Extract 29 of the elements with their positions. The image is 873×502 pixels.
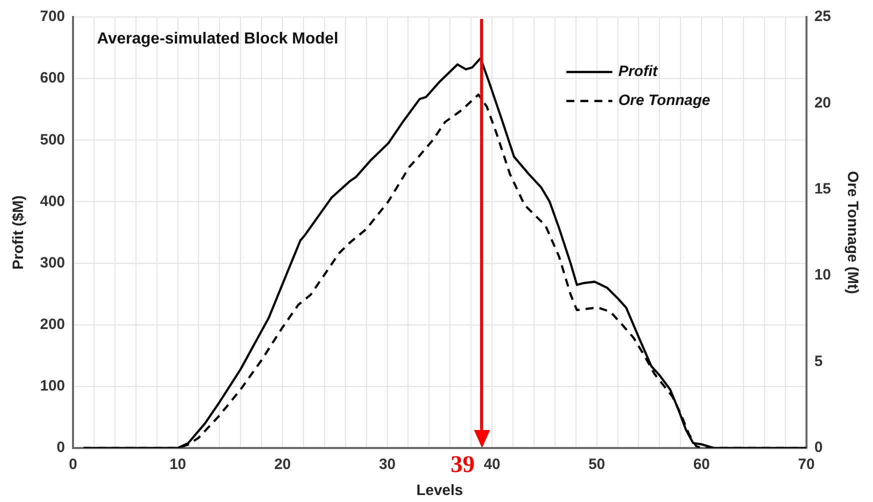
y2-tick-label: 15 (814, 180, 832, 198)
y-tick-label: 200 (40, 316, 66, 333)
text: Average-simulated Block Model (97, 30, 338, 48)
x-tick-label: 50 (588, 456, 606, 474)
y2-tick-label: 20 (814, 94, 832, 112)
y2-tick-label: 0 (814, 439, 823, 456)
y-tick-label: 400 (40, 192, 66, 210)
x-tick-label: 60 (693, 456, 710, 474)
y-tick-label: 600 (40, 70, 66, 87)
x-axis-title: Levels (416, 482, 464, 500)
x-tick-label: 20 (274, 456, 291, 474)
y2-tick-label: 10 (814, 266, 832, 284)
y-tick-label: 300 (40, 254, 66, 272)
y-tick-label: 700 (40, 8, 66, 26)
y-axis-title: Profit ($M) (10, 195, 28, 270)
y-tick-label: 100 (40, 378, 66, 395)
x-tick-label: 40 (484, 456, 500, 474)
y2-axis-title: Ore Tonnage (Mt) (844, 170, 861, 294)
ref-line-label: 39 (450, 452, 475, 478)
y-tick-label: 0 (56, 439, 66, 456)
x-tick-label: 70 (798, 456, 815, 474)
x-tick-label: 0 (68, 456, 78, 474)
y2-tick-label: 25 (814, 8, 832, 26)
legend-label: Profit (618, 63, 658, 80)
x-tick-label: 30 (378, 456, 396, 474)
legend-label: Ore Tonnage (618, 92, 710, 110)
y-tick-label: 500 (40, 131, 66, 148)
x-tick-label: 10 (169, 456, 186, 474)
y2-tick-label: 5 (814, 352, 823, 370)
